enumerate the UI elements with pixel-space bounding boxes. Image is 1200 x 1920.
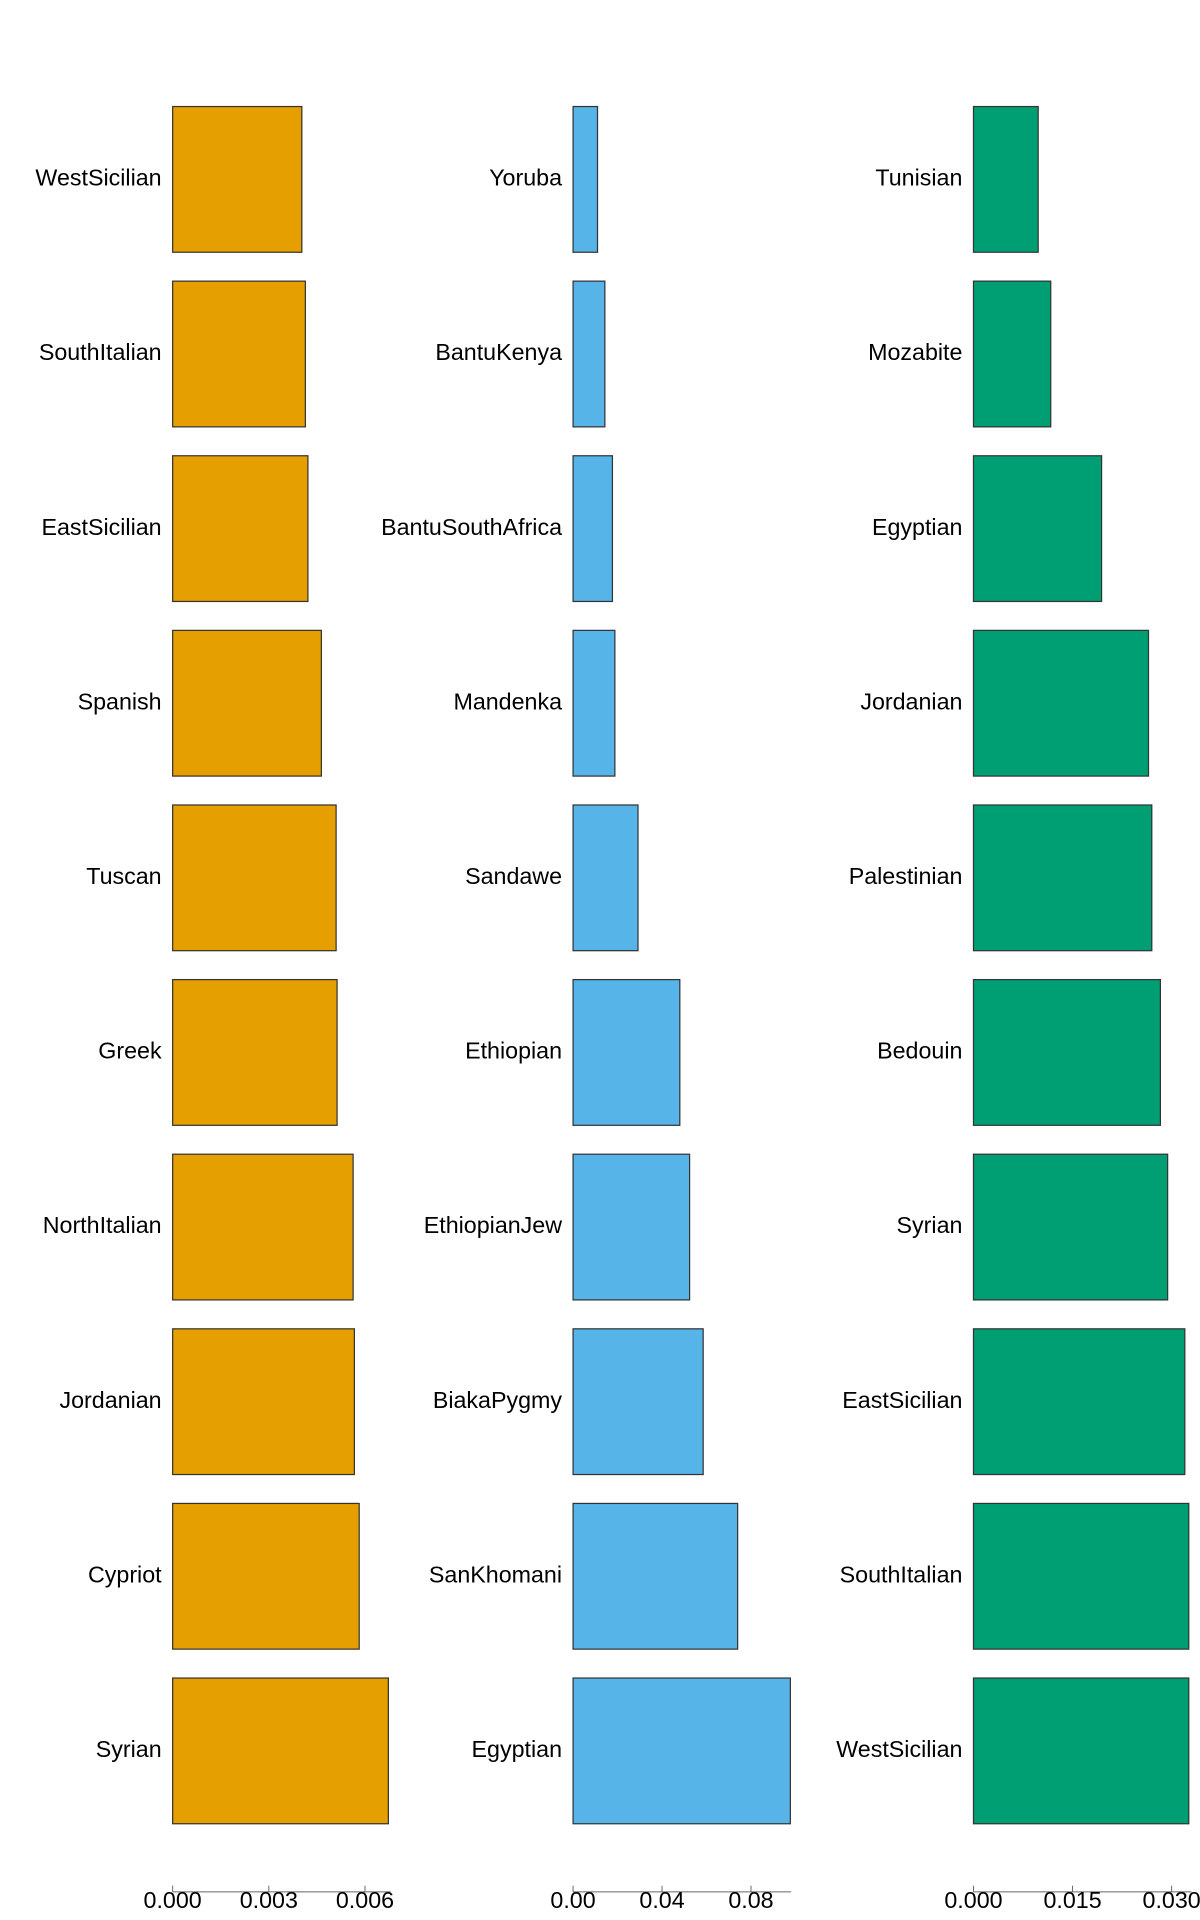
bar <box>972 1153 1169 1301</box>
bar <box>172 1153 354 1301</box>
category-label: EthiopianJew <box>424 1212 563 1238</box>
category-label: EastSicilian <box>41 514 161 540</box>
bar <box>972 1502 1190 1650</box>
category-label: Egyptian <box>472 1736 562 1762</box>
category-label: SouthItalian <box>840 1561 963 1587</box>
category-label: Ethiopian <box>465 1038 562 1064</box>
bar <box>972 1328 1186 1476</box>
category-label: Jordanian <box>60 1387 162 1413</box>
category-label: BantuSouthAfrica <box>381 514 562 540</box>
category-label: Spanish <box>78 688 162 714</box>
x-tick-label: 0.006 <box>336 1887 394 1913</box>
bar <box>572 804 639 952</box>
category-label: Greek <box>98 1038 162 1064</box>
bar <box>172 280 306 428</box>
bar <box>972 978 1161 1126</box>
x-tick-label: 0.000 <box>144 1887 202 1913</box>
x-tick-label: 0.030 <box>1143 1887 1200 1913</box>
bar <box>572 1677 791 1825</box>
category-label: WestSicilian <box>35 165 161 191</box>
bar <box>172 804 337 952</box>
bar <box>572 1328 704 1476</box>
category-label: BiakaPygmy <box>433 1387 563 1413</box>
x-tick-label: 0.000 <box>944 1887 1002 1913</box>
bar <box>172 1328 356 1476</box>
bar <box>172 455 309 603</box>
bar <box>172 978 338 1126</box>
category-label: Bedouin <box>877 1038 962 1064</box>
bar <box>572 978 681 1126</box>
category-label: Tuscan <box>86 863 161 889</box>
bar <box>172 1677 389 1825</box>
category-label: Yoruba <box>489 165 562 191</box>
bar <box>972 455 1103 603</box>
category-label: Cypriot <box>88 1561 162 1587</box>
bar <box>172 105 303 253</box>
category-label: Mandenka <box>453 688 562 714</box>
bar <box>572 629 616 777</box>
bar <box>972 1677 1190 1825</box>
bar <box>172 629 322 777</box>
bar <box>972 629 1150 777</box>
category-label: Jordanian <box>860 688 962 714</box>
x-tick-label: 0.003 <box>240 1887 298 1913</box>
category-label: EastSicilian <box>842 1387 962 1413</box>
x-tick-label: 0.00 <box>550 1887 595 1913</box>
x-tick-label: 0.08 <box>728 1887 773 1913</box>
category-label: Syrian <box>96 1736 162 1762</box>
category-label: Egyptian <box>872 514 962 540</box>
bar <box>972 280 1052 428</box>
x-tick-label: 0.015 <box>1043 1887 1101 1913</box>
category-label: BantuKenya <box>435 339 562 365</box>
category-label: Syrian <box>897 1212 963 1238</box>
bar <box>572 1153 691 1301</box>
bar <box>972 105 1039 253</box>
category-label: Mozabite <box>868 339 962 365</box>
category-label: SouthItalian <box>39 339 162 365</box>
category-label: SanKhomani <box>429 1561 562 1587</box>
x-tick-label: 0.04 <box>639 1887 684 1913</box>
bar <box>172 1502 360 1650</box>
bar <box>572 280 606 428</box>
bar <box>572 1502 739 1650</box>
category-label: Sandawe <box>465 863 562 889</box>
bar <box>572 105 599 253</box>
category-label: WestSicilian <box>836 1736 962 1762</box>
category-label: NorthItalian <box>43 1212 162 1238</box>
category-label: Tunisian <box>875 165 962 191</box>
bar <box>972 804 1153 952</box>
category-label: Palestinian <box>849 863 963 889</box>
bar <box>572 455 614 603</box>
